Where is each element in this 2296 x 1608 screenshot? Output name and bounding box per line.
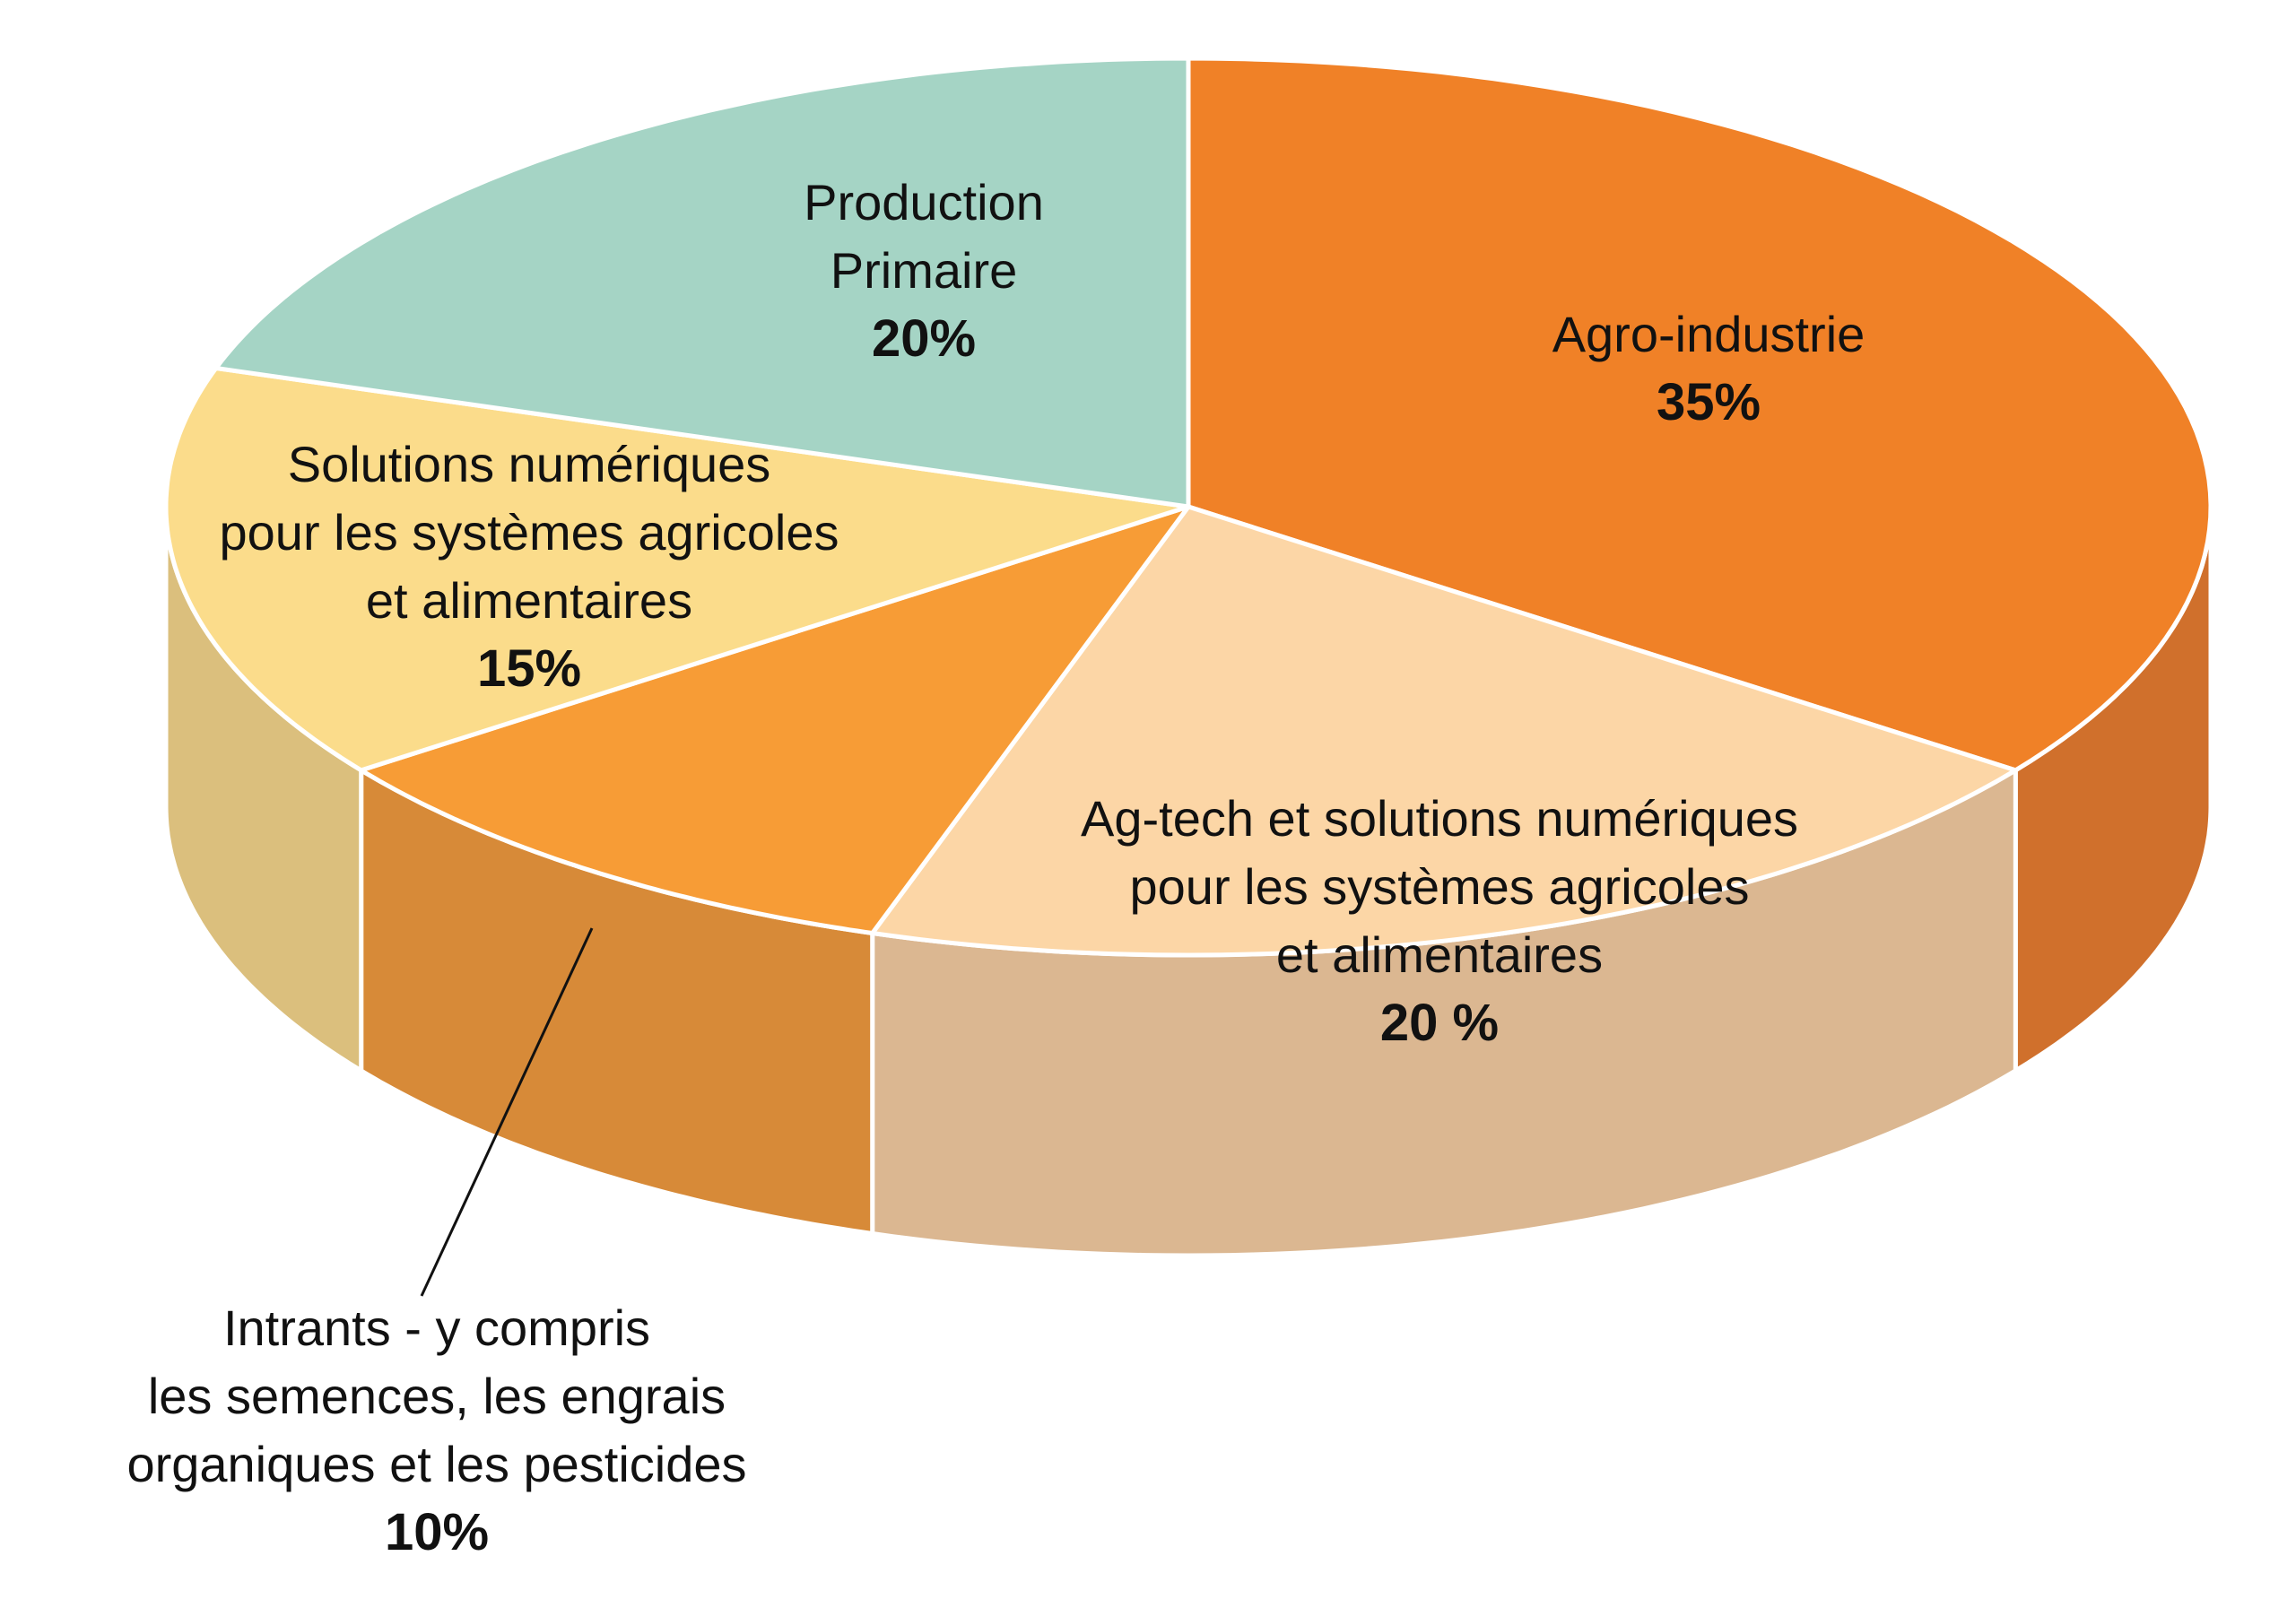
slice-label-line: Production: [804, 174, 1044, 230]
slice-solutions-numeriques: [163, 366, 1191, 773]
slice-label-line: pour les systèmes agricoles: [220, 504, 839, 561]
slice-intrants: [359, 504, 1191, 935]
slice-labels: Agro-industrie 35% Ag-tech et solutions nu…: [126, 174, 1865, 1561]
slice-label-line: les semences, les engrais: [148, 1368, 726, 1424]
slice-value-label: 35%: [1657, 373, 1761, 431]
slice-value-label: 20%: [872, 309, 976, 368]
slice-label-group-production-primaire: Production Primaire 20%: [804, 174, 1044, 368]
slice-label-line: Intrants - y compris: [223, 1299, 650, 1356]
slice-ag-tech: [870, 504, 2018, 958]
callout-lines: [420, 927, 594, 1297]
slice-label-line: Solutions numériques: [288, 436, 771, 492]
slice-label-line: et alimentaires: [1276, 926, 1603, 983]
slice-label-group-intrants: Intrants - y compris les semences, les en…: [126, 1299, 746, 1561]
pie-side-walls: [163, 504, 2213, 1258]
slice-label-group-solutions-numeriques: Solutions numériques pour les systèmes ag…: [220, 436, 839, 698]
slice-label-line: Ag-tech et solutions numériques: [1081, 790, 1798, 847]
slice-label-group-agro-industrie: Agro-industrie 35%: [1552, 306, 1866, 431]
slice-label-line: Primaire: [831, 242, 1017, 299]
slice-label-line: Agro-industrie: [1552, 306, 1866, 362]
slice-label-line: pour les systèmes agricoles: [1130, 858, 1750, 915]
slice-label-group-ag-tech: Ag-tech et solutions numériques pour les …: [1081, 790, 1798, 1052]
slice-value-label: 20 %: [1380, 994, 1499, 1052]
slice-value-label: 15%: [477, 639, 581, 698]
slice-label-line: et alimentaires: [366, 572, 692, 629]
pie-top-slices: [163, 56, 2213, 958]
slice-production-primaire: [213, 56, 1191, 509]
callout-line-intrants: [420, 927, 594, 1297]
slice-agro-industrie: [1186, 56, 2213, 773]
slice-label-line: organiques et les pesticides: [126, 1436, 746, 1492]
slice-value-label: 10%: [385, 1503, 489, 1561]
